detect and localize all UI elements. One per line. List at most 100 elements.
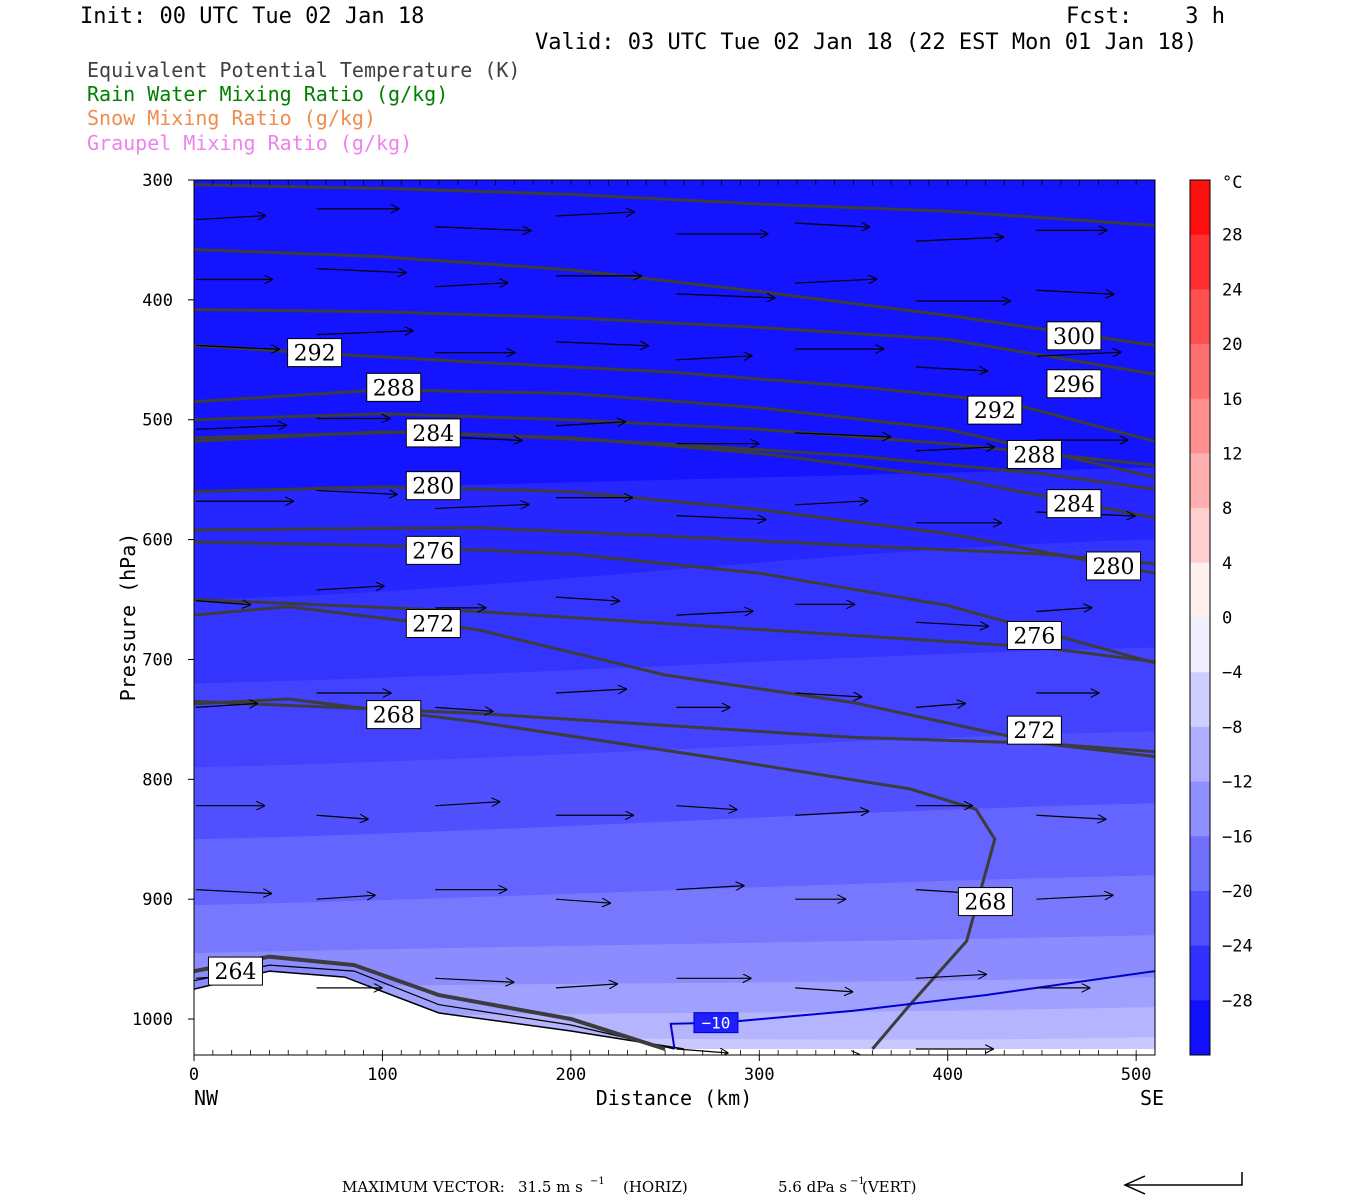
x-tick-label: 100 (367, 1065, 398, 1085)
wind-vector (795, 279, 877, 283)
wind-vector (316, 490, 398, 494)
contour-label-text: 300 (1053, 325, 1095, 350)
colorbar-tick-label: 0 (1222, 609, 1232, 629)
theta-e-contour-300 (194, 183, 1155, 227)
legend-theta-e: Equivalent Potential Temperature (K) (87, 58, 521, 82)
temperature-label-text: −10 (702, 1014, 731, 1033)
wind-vector (1036, 1059, 1097, 1063)
contour-label-box (1006, 620, 1062, 650)
colorbar-tick-label: −28 (1222, 991, 1253, 1011)
legend-graupel: Graupel Mixing Ratio (g/kg) (87, 131, 413, 155)
colorbar-segment (1190, 617, 1210, 673)
wind-vector (1036, 352, 1121, 356)
wind-vector (316, 815, 369, 819)
wind-vector (195, 425, 287, 429)
wind-vector (915, 447, 995, 451)
init-time: Init: 00 UTC Tue 02 Jan 18 (80, 4, 425, 29)
y-tick-label: 500 (142, 411, 173, 431)
contour-label-284: 284 (405, 418, 461, 448)
wind-vector (1036, 895, 1113, 899)
max-vector-footer: MAXIMUM VECTOR: 31.5 m s −1 (HORIZ) 5.6 … (342, 1176, 917, 1196)
wind-vector (555, 342, 649, 346)
contour-label-box (287, 338, 343, 368)
contour-label-272: 272 (405, 608, 461, 638)
colorbar-tick-label: 4 (1222, 554, 1232, 574)
colorbar-segment (1190, 234, 1210, 290)
contour-label-276: 276 (405, 535, 461, 565)
colorbar-tick-label: −4 (1222, 663, 1242, 683)
y-tick-label: 1000 (132, 1010, 173, 1030)
contour-label-box (405, 471, 461, 501)
x-tick-label: 500 (1121, 1065, 1152, 1085)
contour-label-box (366, 700, 422, 730)
contour-label-264: 264 (207, 956, 263, 986)
wind-vector (676, 806, 738, 810)
legend-snow: Snow Mixing Ratio (g/kg) (87, 106, 376, 130)
x-left-end-label: NW (194, 1086, 219, 1110)
contour-label-296: 296 (1046, 369, 1102, 399)
max-vector-horiz-exp: −1 (590, 1176, 605, 1187)
colorbar-tick-label: 8 (1222, 499, 1232, 519)
contour-label-box (405, 608, 461, 638)
x-tick-label: 300 (744, 1065, 775, 1085)
y-tick-label: 400 (142, 291, 173, 311)
wind-vector (795, 501, 868, 505)
contour-label-text: 292 (974, 399, 1016, 424)
colorbar-segment (1190, 672, 1210, 728)
contour-label-276: 276 (1006, 620, 1062, 650)
contour-label-text: 284 (412, 422, 454, 447)
wind-vector (676, 516, 767, 520)
colorbar-tick-label: 12 (1222, 444, 1242, 464)
colorbar-tick-label: −20 (1222, 882, 1253, 902)
x-axis-label: Distance (km) (596, 1086, 753, 1110)
colorbar-segment (1190, 945, 1210, 1001)
temperature-contour-label: −10 (693, 1012, 739, 1034)
colorbar-segment (1190, 562, 1210, 618)
colorbar-segment (1190, 781, 1210, 837)
y-tick-label: 700 (142, 650, 173, 670)
colorbar-tick-label: 24 (1222, 280, 1242, 300)
contour-label-272: 272 (1006, 715, 1062, 745)
contour-label-box (957, 887, 1013, 917)
plot-frame (193, 179, 1156, 1056)
x-tick-label: 0 (189, 1065, 199, 1085)
valid-time: Valid: 03 UTC Tue 02 Jan 18 (22 EST Mon … (535, 30, 1198, 55)
wind-vector (915, 237, 1004, 241)
wind-vector (195, 890, 272, 894)
contour-label-box (1046, 369, 1102, 399)
wind-vector (555, 689, 627, 693)
wind-vector (555, 899, 611, 903)
contour-label-text: 284 (1053, 493, 1095, 518)
colorbar-tick-label: 16 (1222, 390, 1242, 410)
contour-label-box (366, 372, 422, 402)
wind-vector (316, 895, 376, 899)
wind-vector (1036, 290, 1114, 294)
contour-label-text: 268 (373, 704, 415, 729)
wind-vector (435, 504, 529, 508)
colorbar-frame (1189, 179, 1211, 1056)
contour-label-text: 272 (1013, 719, 1055, 744)
contour-label-text: 280 (1093, 555, 1135, 580)
wind-vector (316, 269, 407, 273)
colorbar-segment (1190, 836, 1210, 892)
max-vector-vert-suffix: (VERT) (862, 1178, 917, 1196)
max-vector-arrow (1123, 1172, 1243, 1195)
theta-e-contour-280 (194, 485, 1155, 575)
max-vector-vert-exp: −1 (850, 1176, 865, 1187)
forecast-hour: Fcst: 3 h (1066, 4, 1225, 29)
wind-vector (795, 433, 891, 437)
contour-label-288: 288 (1006, 439, 1062, 469)
contour-label-text: 292 (294, 342, 336, 367)
wind-vector (795, 223, 870, 227)
wind-vector (195, 345, 280, 349)
max-vector-vert-value: 5.6 dPa s (778, 1178, 847, 1196)
contour-label-268: 268 (366, 700, 422, 730)
colorbar-segment (1190, 726, 1210, 783)
contour-label-280: 280 (1086, 551, 1142, 581)
wind-vector (435, 227, 531, 231)
colorbar-tick-label: −8 (1222, 718, 1242, 738)
contour-label-text: 288 (373, 376, 415, 401)
wind-vector (316, 331, 414, 335)
wind-vector (555, 984, 618, 988)
theta-e-contour-284 (194, 430, 1155, 491)
